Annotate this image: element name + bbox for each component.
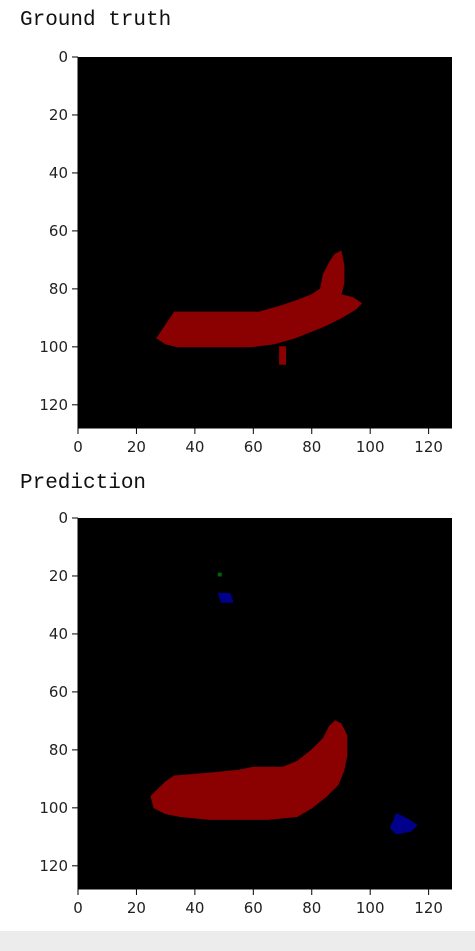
y-tick-label: 40 bbox=[49, 625, 68, 643]
x-tick-label: 100 bbox=[356, 438, 385, 456]
x-tick-label: 40 bbox=[185, 899, 204, 917]
y-tick-label: 120 bbox=[39, 396, 68, 414]
ground-truth-chart: 0 20 40 60 80 100 120 0 20 40 60 80 100 120 bbox=[39, 48, 452, 456]
prediction-title: Prediction bbox=[20, 472, 147, 495]
x-tick-label: 80 bbox=[302, 438, 321, 456]
x-tick-label: 0 bbox=[73, 899, 83, 917]
bottom-scroll-area bbox=[0, 931, 475, 951]
y-tick-label: 100 bbox=[39, 799, 68, 817]
y-tick-label: 100 bbox=[39, 338, 68, 356]
y-tick-label: 20 bbox=[49, 106, 68, 124]
mask-region-red bbox=[156, 250, 363, 348]
mask-region-red bbox=[150, 720, 348, 820]
y-tick-label: 20 bbox=[49, 567, 68, 585]
y-tick-label: 80 bbox=[49, 741, 68, 759]
x-tick-label: 80 bbox=[302, 899, 321, 917]
x-tick-label: 0 bbox=[73, 438, 83, 456]
x-tick-label: 20 bbox=[127, 438, 146, 456]
mask-region-blue bbox=[390, 812, 418, 835]
mask-region-blue bbox=[217, 592, 234, 603]
y-tick-label: 40 bbox=[49, 164, 68, 182]
y-tick-label: 60 bbox=[49, 683, 68, 701]
x-tick-label: 60 bbox=[244, 899, 263, 917]
y-tick-label: 0 bbox=[58, 509, 68, 527]
mask-region-red bbox=[279, 346, 286, 365]
image-area bbox=[78, 518, 452, 889]
x-tick-label: 20 bbox=[127, 899, 146, 917]
mask-region-green bbox=[217, 572, 222, 577]
y-tick-label: 0 bbox=[58, 48, 68, 66]
x-tick-label: 40 bbox=[185, 438, 204, 456]
y-tick-label: 60 bbox=[49, 222, 68, 240]
y-tick-label: 80 bbox=[49, 280, 68, 298]
x-tick-label: 120 bbox=[414, 438, 443, 456]
ground-truth-title: Ground truth bbox=[20, 9, 172, 32]
y-tick-label: 120 bbox=[39, 857, 68, 875]
image-area bbox=[78, 57, 452, 428]
x-tick-label: 100 bbox=[356, 899, 385, 917]
x-tick-label: 120 bbox=[414, 899, 443, 917]
x-tick-label: 60 bbox=[244, 438, 263, 456]
